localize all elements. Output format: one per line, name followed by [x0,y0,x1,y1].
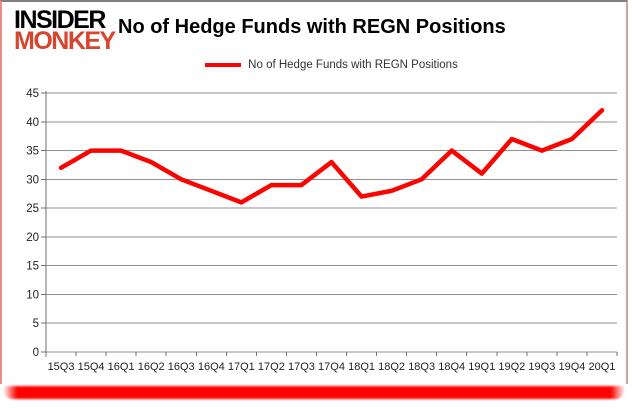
x-axis-label: 17Q3 [288,361,315,373]
x-axis-label: 16Q3 [168,361,195,373]
bottom-border-bar [3,386,625,399]
x-axis-label: 17Q1 [228,361,255,373]
x-axis-label: 16Q4 [198,361,225,373]
data-line-series [58,108,605,205]
logo-line-insider: INSIDER [14,6,106,34]
x-axis-label: 19Q3 [528,361,555,373]
x-axis-label: 19Q2 [498,361,525,373]
y-axis-label: 5 [33,318,39,330]
x-axis-label: 18Q2 [378,361,405,373]
x-axis-label: 16Q2 [138,361,165,373]
x-axis-label: 18Q3 [408,361,435,373]
y-axis-label: 10 [26,289,39,301]
y-axis-label: 40 [26,117,39,129]
x-axis-label: 18Q4 [438,361,465,373]
y-axis-label: 25 [26,203,39,215]
y-axis-label: 20 [26,232,39,244]
legend-line-swatch [205,63,242,67]
chart-title: No of Hedge Funds with REGN Positions [118,16,506,38]
logo-line-monkey: MONKEY [14,27,116,55]
legend: No of Hedge Funds with REGN Positions [46,56,617,74]
x-axis-label: 18Q1 [348,361,375,373]
x-axis-label: 16Q1 [108,361,135,373]
x-axis-label: 15Q3 [48,361,75,373]
y-axis-label: 15 [26,261,39,273]
legend-label: No of Hedge Funds with REGN Positions [248,59,458,71]
y-axis-label: 0 [33,347,39,359]
x-axis-label: 17Q2 [258,361,285,373]
y-axis-label: 35 [26,146,39,158]
insider-monkey-logo: INSIDER MONKEY [14,6,116,55]
y-axis-label: 45 [26,88,39,100]
x-axis-label: 17Q4 [318,361,345,373]
x-axis-label: 19Q1 [468,361,495,373]
x-axis-label: 15Q4 [78,361,105,373]
x-axis-label: 20Q1 [589,361,616,373]
y-axis-label: 30 [26,174,39,186]
chart-card [0,0,628,384]
x-axis-label: 19Q4 [558,361,585,373]
